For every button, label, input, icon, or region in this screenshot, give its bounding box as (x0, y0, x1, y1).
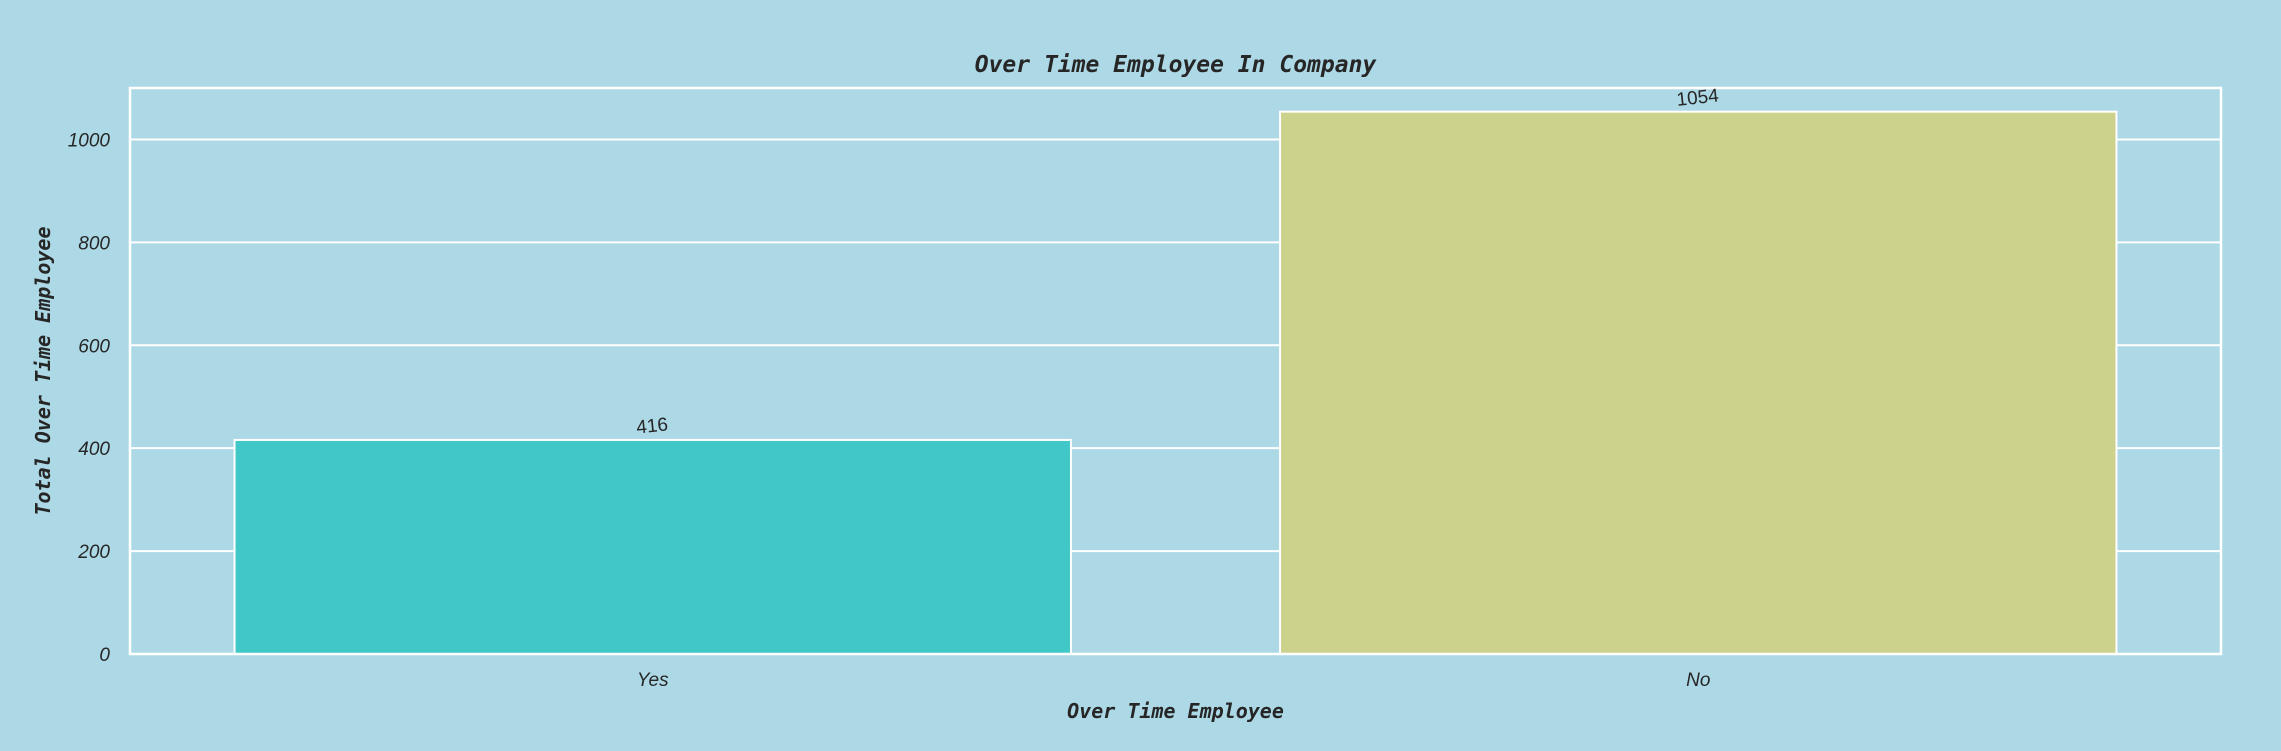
bars (233, 110, 2118, 656)
plot-frame (128, 86, 2223, 656)
x-axis-label: Over Time Employee (1067, 699, 1284, 723)
y-tick-label: 400 (78, 439, 110, 460)
y-tick-label: 1000 (68, 130, 111, 151)
x-tick-label: Yes (637, 670, 669, 691)
bar-no (1279, 110, 2118, 656)
data-label: 1054 (1676, 86, 1721, 111)
y-tick-label: 600 (78, 336, 110, 357)
y-tick-label: 200 (77, 542, 110, 563)
chart-title: Over Time Employee In Company (975, 52, 1378, 78)
data-labels: 416 1054 (635, 86, 1720, 439)
y-axis-label: Total Over Time Employee (31, 227, 55, 516)
y-tick-label: 800 (78, 233, 110, 254)
data-label: 416 (635, 414, 669, 438)
x-tick-labels: Yes No (637, 670, 1711, 691)
y-tick-labels: 0 200 400 600 800 1000 (68, 130, 111, 666)
bar-yes (233, 438, 1072, 655)
x-tick-label: No (1686, 670, 1710, 691)
y-tick-label: 0 (99, 645, 110, 666)
